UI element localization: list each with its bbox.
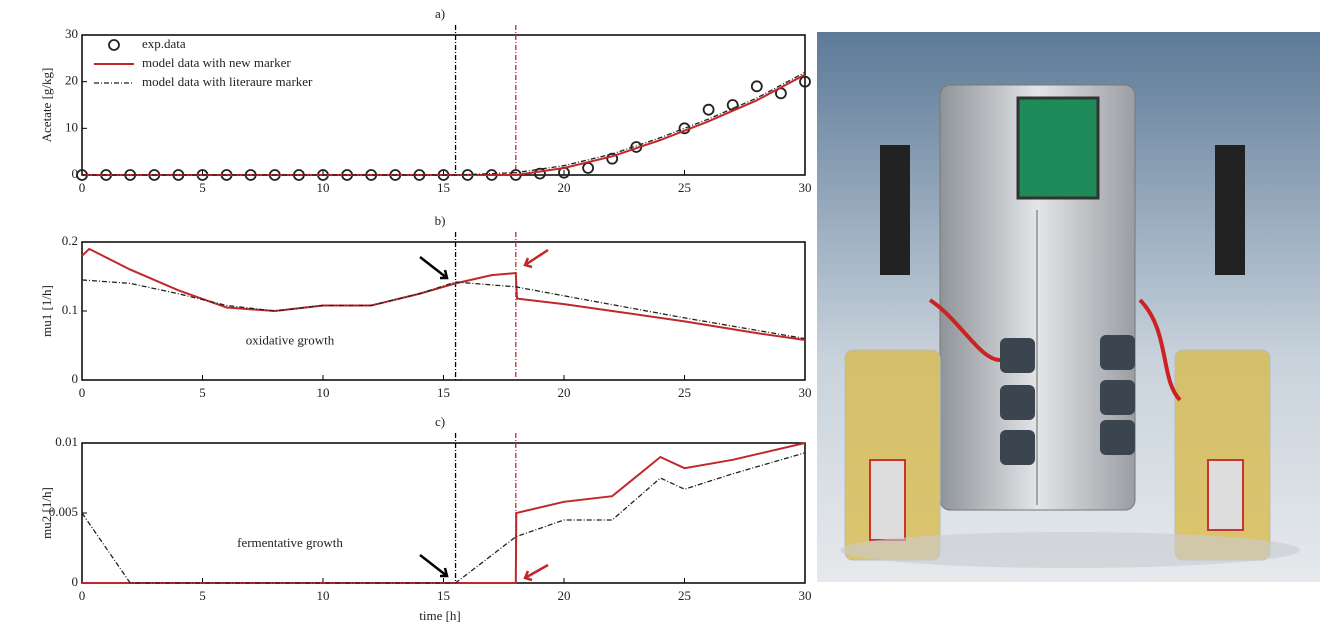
- series-line: [81, 247, 806, 341]
- x-tick-label: 25: [678, 588, 691, 603]
- chart-title: c): [435, 414, 445, 429]
- x-tick-label: 0: [79, 588, 86, 603]
- x-tick-label: 10: [317, 180, 330, 195]
- data-point: [534, 167, 546, 180]
- x-tick-label: 30: [799, 588, 812, 603]
- series-line: [82, 442, 806, 584]
- series-line: [82, 73, 806, 176]
- y-axis-label: Acetate [g/kg]: [39, 68, 54, 143]
- y-tick-label: 20: [65, 73, 78, 88]
- legend-label: model data with literaure marker: [142, 74, 313, 89]
- x-tick-label: 20: [558, 180, 571, 195]
- x-tick-label: 15: [437, 385, 450, 400]
- x-tick-label: 30: [799, 385, 812, 400]
- x-tick-label: 30: [799, 180, 812, 195]
- x-tick-label: 15: [437, 180, 450, 195]
- legend-label: exp.data: [142, 36, 186, 51]
- x-tick-label: 5: [199, 180, 206, 195]
- annotation: oxidative growth: [246, 332, 335, 347]
- data-point: [702, 103, 715, 116]
- legend-marker: [108, 39, 120, 51]
- data-point: [750, 80, 763, 93]
- y-axis-label: mu1 [1/h]: [39, 285, 54, 337]
- x-tick-label: 15: [437, 588, 450, 603]
- x-tick-label: 25: [678, 385, 691, 400]
- plot-area: [81, 241, 806, 381]
- series-line: [82, 71, 806, 176]
- y-tick-label: 0.1: [62, 302, 78, 317]
- y-axis-label: mu2 [1/h]: [39, 487, 54, 539]
- x-tick-label: 0: [79, 385, 86, 400]
- plot-area: [81, 34, 806, 176]
- x-tick-label: 0: [79, 180, 86, 195]
- x-tick-label: 5: [199, 385, 206, 400]
- y-tick-label: 0: [72, 371, 79, 386]
- x-axis-label: time [h]: [419, 608, 461, 623]
- chart-title: b): [435, 213, 446, 228]
- plot-area: [81, 442, 806, 584]
- y-tick-label: 0.005: [49, 504, 78, 519]
- y-tick-label: 10: [65, 119, 78, 134]
- x-tick-label: 10: [317, 385, 330, 400]
- arrows: [419, 248, 549, 582]
- data-point: [799, 75, 811, 88]
- series-line: [81, 279, 806, 340]
- series-line: [81, 452, 806, 584]
- x-tick-label: 20: [558, 588, 571, 603]
- photo: [817, 32, 1320, 582]
- x-tick-label: 5: [199, 588, 206, 603]
- y-tick-label: 0.01: [55, 434, 78, 449]
- y-tick-label: 0: [72, 574, 79, 589]
- y-tick-label: 30: [65, 26, 78, 41]
- x-tick-label: 25: [678, 180, 691, 195]
- legend-label: model data with new marker: [142, 55, 291, 70]
- y-tick-label: 0.2: [62, 233, 78, 248]
- chart-title: a): [435, 6, 445, 21]
- y-tick-label: 0: [72, 166, 79, 181]
- x-tick-label: 10: [317, 588, 330, 603]
- annotation: fermentative growth: [237, 535, 343, 550]
- x-tick-label: 20: [558, 385, 571, 400]
